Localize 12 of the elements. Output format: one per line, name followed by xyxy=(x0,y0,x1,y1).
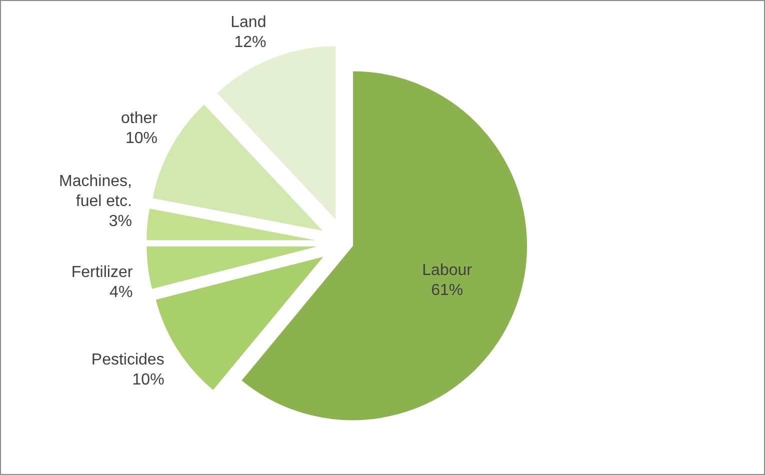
slice-label: other xyxy=(121,110,158,127)
data-label: 10% xyxy=(125,130,158,147)
data-label: 61% xyxy=(431,282,464,299)
slice-label: Machines, fuel etc. xyxy=(59,172,132,210)
data-label: 10% xyxy=(132,372,164,389)
slice-label: Labour xyxy=(422,262,473,279)
data-label: 3% xyxy=(108,212,132,230)
slice-label: Fertilizer xyxy=(71,264,134,281)
data-label: 4% xyxy=(110,284,133,301)
data-label: 12% xyxy=(234,34,266,52)
slice-label: Land xyxy=(230,14,266,32)
slice-label: Pesticides xyxy=(91,352,164,369)
